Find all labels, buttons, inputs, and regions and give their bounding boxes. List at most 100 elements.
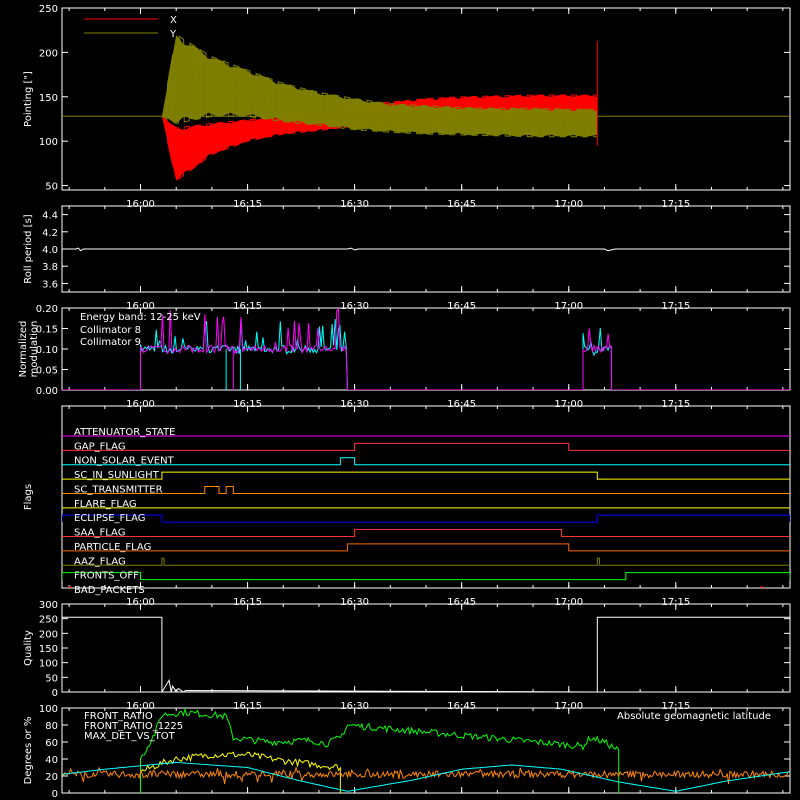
plot-area: [62, 308, 790, 390]
y-tick-label: 4.2: [42, 228, 58, 239]
y-tick-label: 0: [52, 789, 58, 800]
x-tick-label: 16:00: [126, 399, 155, 410]
series-max-det-vs-tot: [62, 766, 790, 785]
y-tick-label: 4.4: [42, 211, 58, 222]
series-line: [62, 247, 790, 252]
y-tick-label: 3.6: [42, 279, 58, 290]
x-tick-label: 16:30: [340, 399, 369, 410]
y-axis-label: Degrees or %: [23, 717, 34, 785]
y-tick-label: 200: [39, 48, 58, 59]
x-tick-label: 16:45: [447, 199, 476, 210]
x-tick-label: 16:00: [126, 597, 155, 608]
flag-label-flare-flag: FLARE_FLAG: [74, 499, 137, 510]
plot-area: [62, 35, 790, 181]
x-tick-label: 17:15: [661, 701, 690, 712]
flag-label-non-solar-event: NON_SOLAR_EVENT: [74, 456, 175, 467]
flag-label-sc-transmitter: SC_TRANSMITTER: [74, 484, 163, 495]
x-tick-label: 16:15: [233, 199, 262, 210]
x-tick-label: 16:45: [447, 701, 476, 712]
x-tick-label: 17:00: [554, 399, 583, 410]
y-tick-label: 0.15: [36, 325, 58, 336]
x-tick-label: 16:15: [233, 399, 262, 410]
flag-line-sc-transmitter: [62, 485, 790, 494]
panel-6: 16:00 16:15 16:30 16:45 17:00 17:15 0 20 40 60 80 1…: [23, 704, 791, 800]
plot-area: [62, 708, 790, 793]
y-tick-label: 100: [39, 704, 58, 715]
flag-label-aaz-flag: AAZ_FLAG: [74, 556, 126, 567]
y-tick-label: 50: [45, 182, 58, 193]
y-tick-label: 100: [39, 137, 58, 148]
y-tick-label: 0.00: [36, 386, 58, 397]
series-front-ratio: [139, 751, 341, 793]
series-absolute-geomagnetic-latitude: [62, 761, 790, 792]
y-tick-label: 0.05: [36, 366, 58, 377]
flag-line-fronts-off: [62, 572, 790, 581]
flag-label-gap-flag: GAP_FLAG: [74, 441, 126, 452]
x-tick-label: 16:15: [233, 301, 262, 312]
x-tick-label: 16:30: [340, 301, 369, 312]
series-front-ratio-1225: [139, 708, 620, 793]
flag-label-attenuator-state: ATTENUATOR_STATE: [74, 427, 175, 438]
legend-label-front-ratio-1225: FRONT_RATIO_1225: [84, 721, 183, 732]
plot-area: [62, 616, 790, 692]
flag-label-bad-packets: BAD_PACKETS: [74, 585, 145, 596]
y-axis-label: Quality: [23, 630, 34, 666]
x-tick-label: 17:00: [554, 301, 583, 312]
y-tick-label: 50: [45, 673, 58, 684]
x-tick-label: 17:00: [554, 701, 583, 712]
flag-line-non-solar-event: [62, 457, 790, 466]
x-tick-label: 17:15: [661, 301, 690, 312]
legend: XY: [84, 15, 177, 40]
legend-label-max-det-vs-tot: MAX_DET_VS_TOT: [84, 731, 176, 742]
flag-label-sc-in-sunlight: SC_IN_SUNLIGHT: [74, 470, 160, 481]
y-tick-label: 0: [52, 688, 58, 699]
x-tick-label: 17:15: [661, 597, 690, 608]
panel-5: 16:00 16:15 16:30 16:45 17:00 17:15 0 50 100 150 2…: [23, 600, 791, 712]
annotation-latitude: Absolute geomagnetic latitude: [617, 711, 771, 722]
y-tick-label: 250: [39, 4, 58, 15]
flag-line-saa-flag: [62, 529, 790, 538]
y-tick-label: 250: [39, 615, 58, 626]
series-collimator-8: [62, 318, 790, 390]
flag-label-particle-flag: PARTICLE_FLAG: [74, 542, 151, 553]
y-tick-label: 150: [39, 93, 58, 104]
legend-label-collimator-9: Collimator 9: [80, 337, 141, 348]
x-tick-label: 16:30: [340, 701, 369, 712]
x-tick-label: 16:15: [233, 597, 262, 608]
y-tick-label: 20: [45, 772, 58, 783]
y-axis-label: Pointing ["]: [23, 71, 34, 127]
y-tick-label: 100: [39, 659, 58, 670]
y-tick-label: 4.0: [42, 245, 58, 256]
y-tick-label: 3.8: [42, 262, 58, 273]
y-tick-label: 0.10: [36, 345, 58, 356]
legend: FRONT_RATIOFRONT_RATIO_1225MAX_DET_VS_TO…: [84, 711, 183, 742]
y-tick-label: 300: [39, 600, 58, 611]
x-tick-label: 16:45: [447, 399, 476, 410]
x-tick-label: 16:30: [340, 597, 369, 608]
y-axis-label: Flags: [23, 484, 34, 510]
panel-4: 16:00 16:15 16:30 16:45 17:00 17:15 Flags ATTEN…: [23, 405, 791, 608]
series-line: [62, 616, 790, 692]
panel-3: 16:00 16:15 16:30 16:45 17:00 17:15 0.00 0.05 0.…: [18, 304, 791, 410]
y-tick-label: 60: [45, 738, 58, 749]
flag-line-gap-flag: [62, 442, 790, 451]
x-tick-label: 16:15: [233, 701, 262, 712]
legend-label-front-ratio: FRONT_RATIO: [84, 711, 153, 722]
y-tick-label: 0.20: [36, 304, 58, 315]
y-axis-label: modulation: [29, 321, 40, 378]
annotation-energy-band: Energy band: 12-25 keV: [80, 312, 201, 323]
y-tick-label: 200: [39, 629, 58, 640]
flag-line-particle-flag: [62, 543, 790, 552]
panel-2: 16:00 16:15 16:30 16:45 17:00 17:15 3.6 3.8 4.0 4…: [23, 205, 791, 312]
x-tick-label: 16:30: [340, 199, 369, 210]
x-tick-label: 17:00: [554, 199, 583, 210]
x-tick-label: 16:00: [126, 701, 155, 712]
y-axis-label: Roll period [s]: [23, 214, 34, 283]
plot-area: [62, 247, 790, 252]
panel-1: 16:00 16:15 16:30 16:45 17:00 17:15 50 100 150 20…: [23, 4, 791, 210]
x-tick-label: 17:15: [661, 399, 690, 410]
band-y: [161, 35, 598, 137]
x-tick-label: 17:00: [554, 597, 583, 608]
flag-line-eclipse-flag: [62, 514, 790, 523]
